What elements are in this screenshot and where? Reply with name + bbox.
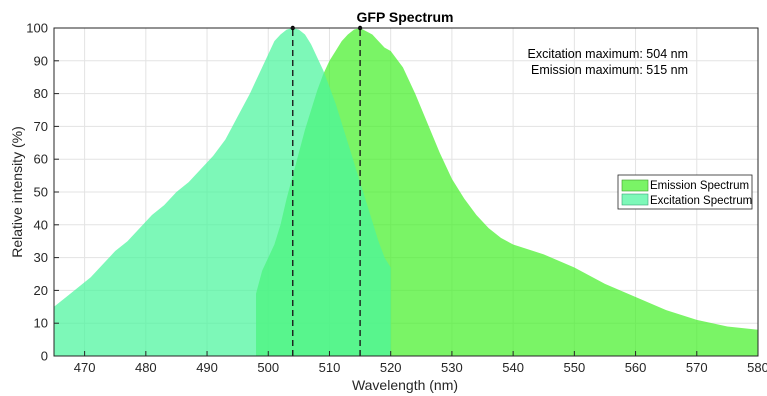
- y-tick-label: 10: [34, 316, 48, 331]
- x-axis-label: Wavelength (nm): [352, 377, 458, 393]
- x-tick-label: 550: [563, 360, 585, 375]
- x-tick-label: 470: [74, 360, 96, 375]
- excitation-maximum-annotation: Excitation maximum: 504 nm: [528, 47, 688, 61]
- y-tick-label: 100: [26, 21, 48, 36]
- y-tick-label: 20: [34, 283, 48, 298]
- legend-label-emission: Emission Spectrum: [650, 180, 749, 192]
- emission-maximum-annotation: Emission maximum: 515 nm: [531, 63, 688, 77]
- x-tick-label: 500: [257, 360, 279, 375]
- x-tick-label: 490: [196, 360, 218, 375]
- x-tick-label: 530: [441, 360, 463, 375]
- y-tick-label: 70: [34, 119, 48, 134]
- y-axis-label: Relative intensity (%): [9, 126, 25, 258]
- legend-swatch-emission: [621, 179, 649, 192]
- y-tick-label: 50: [34, 185, 48, 200]
- legend-label-excitation: Excitation Spectrum: [650, 195, 752, 207]
- excitation-area: [54, 28, 391, 356]
- y-tick-label: 0: [41, 349, 48, 364]
- x-tick-labels: 470 480 490 500 510 520 530 540 550 560 570 580: [74, 360, 767, 375]
- y-tick-label: 30: [34, 250, 48, 265]
- x-tick-label: 540: [502, 360, 524, 375]
- chart-title: GFP Spectrum: [357, 9, 454, 25]
- x-tick-label: 580: [747, 360, 767, 375]
- x-tick-label: 560: [625, 360, 647, 375]
- peak-markers: [290, 25, 363, 356]
- y-tick-label: 40: [34, 217, 48, 232]
- legend: Emission Spectrum Excitation Spectrum: [617, 174, 753, 210]
- legend-swatch-excitation: [621, 193, 649, 206]
- x-tick-label: 480: [135, 360, 157, 375]
- x-tick-label: 570: [686, 360, 708, 375]
- data-areas: [54, 28, 758, 356]
- y-tick-label: 60: [34, 152, 48, 167]
- x-tick-label: 510: [319, 360, 341, 375]
- y-tick-label: 90: [34, 53, 48, 68]
- y-tick-label: 80: [34, 86, 48, 101]
- axis-ticks: [54, 27, 759, 357]
- x-tick-label: 520: [380, 360, 402, 375]
- y-tick-labels: 0 10 20 30 40 50 60 70 80 90 100: [26, 21, 48, 364]
